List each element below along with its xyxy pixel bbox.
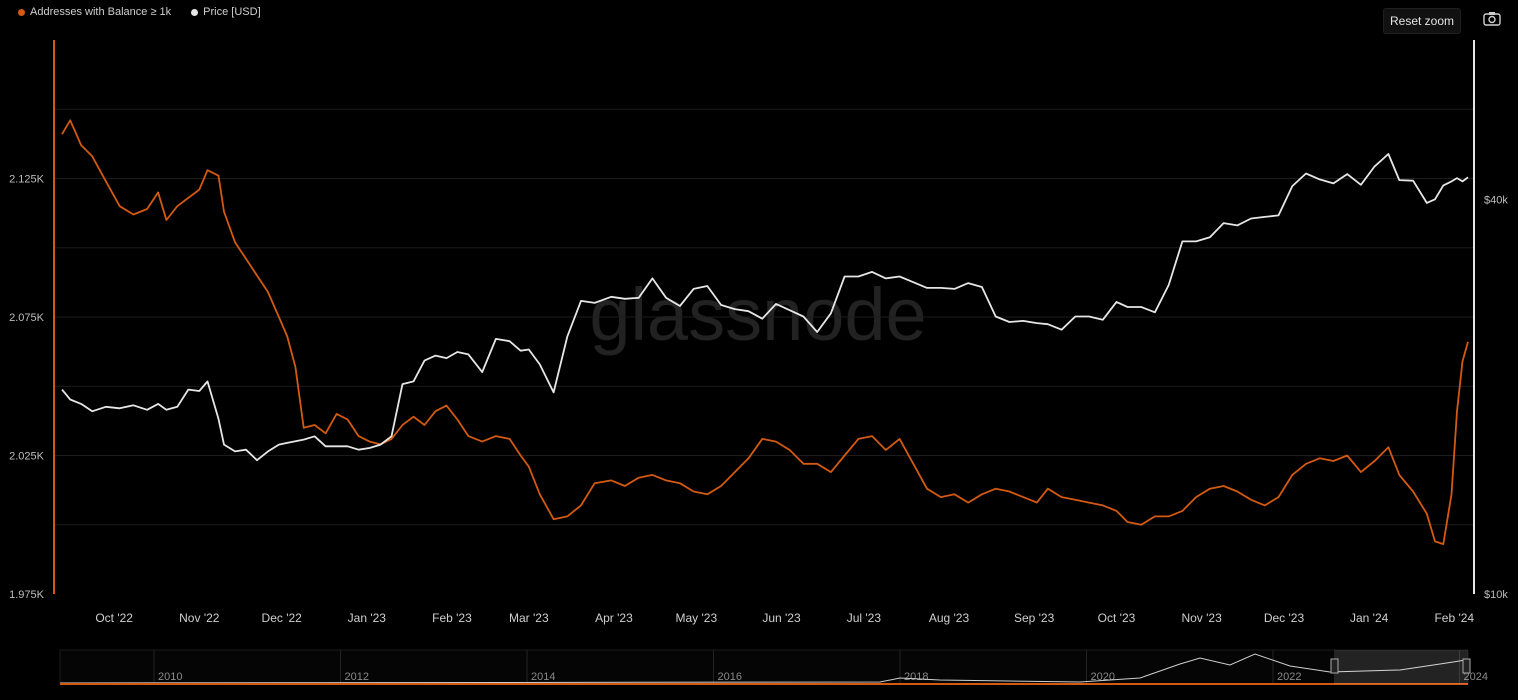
x-tick-label: Mar '23 (509, 611, 549, 625)
x-tick-label: Dec '22 (262, 611, 303, 625)
series (61, 119, 1469, 545)
addresses-series-line (61, 119, 1469, 545)
legend: Addresses with Balance ≥ 1k Price [USD] (18, 6, 261, 18)
legend-label-addresses: Addresses with Balance ≥ 1k (30, 6, 172, 18)
y-right-tick-label: $10k (1484, 589, 1508, 601)
y-right-tick-label: $40k (1484, 194, 1508, 206)
navigator-year-label: 2024 (1464, 671, 1488, 683)
watermark-text: glassnode (589, 273, 926, 356)
x-tick-label: Feb '24 (1434, 611, 1474, 625)
x-tick-label: Nov '23 (1181, 611, 1222, 625)
addresses-legend-dot (18, 8, 25, 16)
legend-label-price: Price [USD] (203, 6, 261, 18)
legend-item-addresses[interactable]: Addresses with Balance ≥ 1k (18, 6, 171, 18)
x-tick-label: Sep '23 (1014, 611, 1055, 625)
navigator-year-label: 2014 (531, 671, 555, 683)
x-tick-label: Oct '23 (1098, 611, 1136, 625)
navigator-year-label: 2022 (1277, 671, 1301, 683)
price-series-line (61, 153, 1469, 462)
x-tick-label: Nov '22 (179, 611, 220, 625)
tick-labels: 2.125K 2.075K 2.025K 1.975K $40k $10k Oct '22 N… (9, 174, 1508, 626)
navigator[interactable]: 2010 2012 2014 2016 2018 2020 2022 2024 (59, 649, 1488, 685)
navigator-year-label: 2012 (345, 671, 369, 683)
x-tick-label: Jun '23 (762, 611, 801, 625)
x-tick-label: Jan '24 (1350, 611, 1389, 625)
x-tick-label: Jan '23 (348, 611, 387, 625)
x-tick-label: Jul '23 (847, 611, 882, 625)
x-tick-label: Oct '22 (95, 611, 133, 625)
y-left-tick-label: 2.025K (9, 451, 45, 463)
navigator-handle[interactable] (1462, 658, 1471, 674)
price-legend-dot (191, 8, 199, 16)
y-left-tick-label: 2.125K (9, 174, 45, 186)
navigator-track[interactable] (59, 649, 1469, 685)
y-left-tick-label: 2.075K (9, 312, 45, 324)
y-left-tick-label: 1.975K (9, 589, 45, 601)
navigator-selection[interactable] (1334, 650, 1468, 684)
navigator-handle[interactable] (1330, 658, 1339, 674)
x-tick-label: Aug '23 (929, 611, 970, 625)
x-tick-label: Feb '23 (432, 611, 472, 625)
navigator-year-label: 2018 (904, 671, 928, 683)
legend-item-price[interactable]: Price [USD] (191, 6, 261, 18)
x-tick-label: Apr '23 (595, 611, 633, 625)
axes (53, 40, 1475, 594)
x-tick-label: May '23 (676, 611, 718, 625)
navigator-year-label: 2016 (718, 671, 742, 683)
reset-zoom-button[interactable]: Reset zoom (1383, 8, 1461, 34)
navigator-year-label: 2010 (158, 671, 182, 683)
navigator-price-line (59, 653, 1467, 684)
camera-icon[interactable] (1481, 9, 1503, 29)
x-tick-label: Dec '23 (1264, 611, 1305, 625)
